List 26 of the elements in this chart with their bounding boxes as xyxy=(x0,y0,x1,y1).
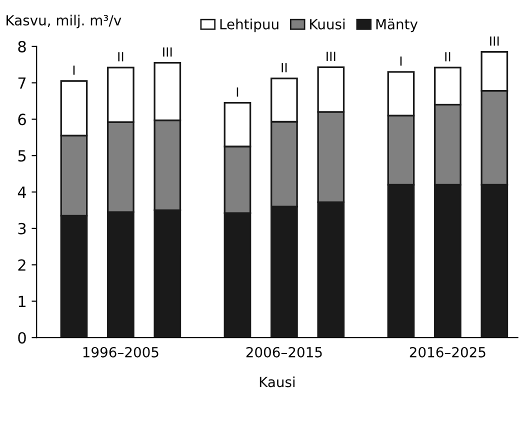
x-tick-label: III xyxy=(326,52,336,61)
y-axis-title: Kasvu, milj. m³/v xyxy=(6,14,122,28)
y-tick-label: 5 xyxy=(18,150,26,162)
y-tick-label: 1 xyxy=(18,296,26,308)
y-tick-label: 3 xyxy=(18,222,26,234)
text: 2006–2015 xyxy=(246,346,322,358)
text: 2016–2025 xyxy=(410,346,486,358)
x-tick-label: II xyxy=(445,52,450,62)
x-tick-label: I xyxy=(73,66,75,75)
x-tick-label: III xyxy=(163,47,172,57)
x-axis-title: Kausi xyxy=(260,376,295,388)
text: 1996–2005 xyxy=(83,346,158,358)
x-tick-label: III xyxy=(490,36,499,46)
y-tick-label: 7 xyxy=(18,77,26,89)
y-tick-label: 6 xyxy=(18,114,26,126)
legend-label: Mänty xyxy=(376,18,418,32)
y-tick-label: 4 xyxy=(18,186,26,198)
x-tick-label: II xyxy=(282,63,287,72)
x-tick-label: II xyxy=(118,52,124,62)
y-tick-label: 0 xyxy=(18,332,26,344)
legend-label: Kuusi xyxy=(310,18,345,30)
x-tick-label: I xyxy=(400,56,402,66)
legend-label: Lehtipuu xyxy=(220,18,278,32)
y-tick-label: 8 xyxy=(18,40,26,52)
y-tick-label: 2 xyxy=(18,259,26,271)
x-tick-label: I xyxy=(236,87,238,97)
